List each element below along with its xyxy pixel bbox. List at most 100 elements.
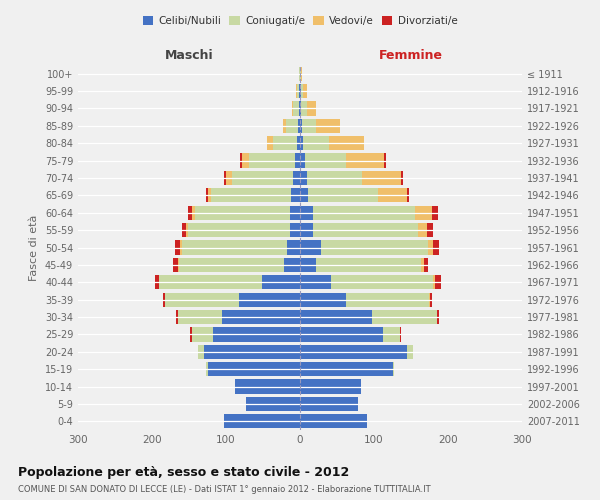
Bar <box>303 84 307 98</box>
Bar <box>299 66 300 81</box>
Bar <box>401 171 403 185</box>
Bar <box>300 344 407 359</box>
Bar <box>297 136 300 150</box>
Bar <box>346 154 385 168</box>
Bar <box>293 102 299 116</box>
Bar <box>301 102 307 116</box>
Bar <box>173 258 178 272</box>
Bar <box>188 223 290 237</box>
Bar <box>195 206 290 220</box>
Bar <box>290 223 300 237</box>
Bar <box>300 188 308 202</box>
Bar <box>372 310 437 324</box>
Bar <box>283 118 286 133</box>
Bar <box>178 258 179 272</box>
Legend: Celibi/Nubili, Coniugati/e, Vedovi/e, Divorziati/e: Celibi/Nubili, Coniugati/e, Vedovi/e, Di… <box>139 12 461 30</box>
Bar <box>300 362 392 376</box>
Bar <box>300 171 307 185</box>
Bar <box>246 397 300 411</box>
Bar <box>180 240 182 254</box>
Bar <box>182 223 186 237</box>
Bar <box>300 258 316 272</box>
Bar <box>392 362 394 376</box>
Bar <box>300 118 302 133</box>
Bar <box>242 154 249 168</box>
Bar <box>224 171 226 185</box>
Bar <box>155 275 158 289</box>
Bar <box>291 188 300 202</box>
Bar <box>437 310 439 324</box>
Bar <box>362 171 401 185</box>
Bar <box>316 258 421 272</box>
Bar <box>293 171 300 185</box>
Bar <box>179 258 284 272</box>
Bar <box>206 188 208 202</box>
Bar <box>232 171 293 185</box>
Bar <box>313 206 415 220</box>
Bar <box>316 118 340 133</box>
Bar <box>418 223 427 237</box>
Bar <box>290 206 300 220</box>
Bar <box>226 171 232 185</box>
Bar <box>192 328 212 342</box>
Bar <box>383 328 400 342</box>
Bar <box>300 84 301 98</box>
Bar <box>300 380 361 394</box>
Bar <box>303 136 329 150</box>
Bar <box>166 292 239 307</box>
Bar <box>208 362 300 376</box>
Bar <box>300 310 372 324</box>
Bar <box>204 344 300 359</box>
Bar <box>300 154 305 168</box>
Bar <box>307 102 316 116</box>
Bar <box>235 380 300 394</box>
Bar <box>300 66 301 81</box>
Bar <box>160 275 262 289</box>
Bar <box>421 258 424 272</box>
Bar <box>175 240 180 254</box>
Bar <box>379 188 407 202</box>
Bar <box>428 240 433 254</box>
Bar <box>178 310 222 324</box>
Bar <box>240 154 242 168</box>
Bar <box>415 206 432 220</box>
Bar <box>249 154 295 168</box>
Bar <box>430 292 432 307</box>
Text: COMUNE DI SAN DONATO DI LECCE (LE) - Dati ISTAT 1° gennaio 2012 - Elaborazione T: COMUNE DI SAN DONATO DI LECCE (LE) - Dat… <box>18 485 431 494</box>
Bar <box>188 206 192 220</box>
Bar <box>308 188 379 202</box>
Bar <box>434 275 440 289</box>
Bar <box>407 344 413 359</box>
Text: Femmine: Femmine <box>379 48 443 62</box>
Bar <box>346 292 429 307</box>
Bar <box>300 292 346 307</box>
Bar <box>211 188 291 202</box>
Bar <box>400 328 401 342</box>
Bar <box>407 188 409 202</box>
Bar <box>433 275 434 289</box>
Bar <box>305 154 346 168</box>
Bar <box>307 171 362 185</box>
Bar <box>222 310 300 324</box>
Y-axis label: Fasce di età: Fasce di età <box>29 214 39 280</box>
Text: Maschi: Maschi <box>164 48 214 62</box>
Bar <box>301 84 303 98</box>
Bar <box>313 223 418 237</box>
Bar <box>299 84 300 98</box>
Bar <box>300 240 321 254</box>
Bar <box>262 275 300 289</box>
Bar <box>298 118 300 133</box>
Bar <box>292 102 293 116</box>
Bar <box>297 84 299 98</box>
Bar <box>300 328 383 342</box>
Bar <box>301 66 302 81</box>
Bar <box>272 136 297 150</box>
Bar <box>192 206 195 220</box>
Bar <box>190 328 192 342</box>
Bar <box>300 275 331 289</box>
Bar <box>321 240 428 254</box>
Text: Popolazione per età, sesso e stato civile - 2012: Popolazione per età, sesso e stato civil… <box>18 466 349 479</box>
Bar <box>329 136 364 150</box>
Bar <box>300 223 313 237</box>
Bar <box>182 240 287 254</box>
